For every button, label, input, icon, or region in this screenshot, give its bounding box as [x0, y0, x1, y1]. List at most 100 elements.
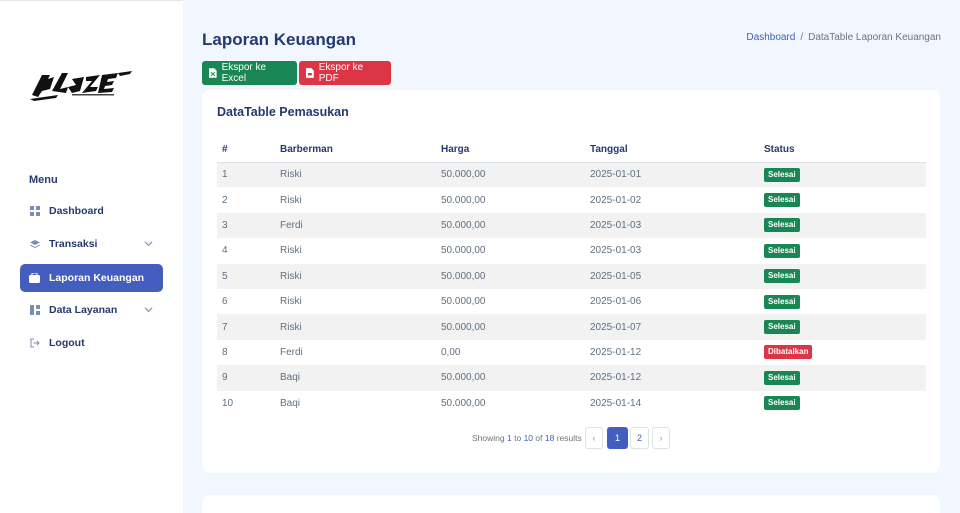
income-datatable-card: DataTable Pemasukan # Barberman Harga Ta… [202, 90, 940, 473]
breadcrumb: Dashboard / DataTable Laporan Keuangan [746, 32, 941, 43]
sidebar-item-label: Data Layanan [49, 304, 118, 316]
row-number: 10 [222, 397, 234, 409]
row-harga: 50.000,00 [436, 314, 585, 340]
table-row[interactable]: 2 Riski 50.000,00 2025-01-02 Selesai [217, 187, 926, 212]
table-row[interactable]: 4 Riski 50.000,00 2025-01-03 Selesai [217, 238, 926, 263]
menu-title: Menu [29, 174, 58, 186]
table-row[interactable]: 1 Riski 50.000,00 2025-01-01 Selesai [217, 162, 926, 188]
export-pdf-button[interactable]: Ekspor ke PDF [299, 61, 391, 85]
pagination-page-2[interactable]: 2 [630, 427, 649, 449]
row-barberman: Riski [275, 314, 436, 340]
row-status: Selesai [759, 238, 926, 263]
column-header-harga[interactable]: Harga [436, 138, 585, 163]
blaze-logo[interactable] [28, 65, 134, 107]
row-number: 2 [222, 194, 228, 206]
pagination-page-1[interactable]: 1 [607, 427, 628, 449]
row-barberman: Riski [280, 194, 302, 206]
row-status: Dibatalkan [759, 340, 926, 365]
row-tanggal: 2025-01-05 [585, 263, 759, 289]
column-header-barberman[interactable]: Barberman [275, 138, 436, 163]
row-number: 5 [217, 263, 275, 289]
row-status: Selesai [759, 212, 926, 239]
row-barberman: Riski [280, 296, 302, 308]
table-row[interactable]: 3 Ferdi 50.000,00 2025-01-03 Selesai [217, 212, 926, 239]
row-status: Selesai [759, 162, 926, 188]
row-number: 1 [217, 162, 275, 188]
row-harga: 0,00 [441, 346, 461, 358]
sidebar-item-label: Transaksi [49, 238, 98, 250]
sidebar-item-dashboard[interactable]: Dashboard [20, 197, 163, 225]
row-status: Selesai [759, 263, 926, 289]
pagination-prev-button[interactable]: ‹ [585, 427, 603, 449]
breadcrumb-dashboard-link[interactable]: Dashboard [746, 32, 796, 43]
sidebar-item-label: Dashboard [49, 205, 104, 217]
row-barberman: Ferdi [280, 346, 303, 358]
row-harga: 50.000,00 [436, 365, 585, 391]
row-number: 9 [217, 365, 275, 391]
layout-icon [29, 305, 40, 316]
column-header-tanggal[interactable]: Tanggal [585, 138, 759, 163]
grid-icon [29, 206, 40, 217]
pagination-info: Showing 1 to 10 of 18 results [472, 433, 582, 443]
table-header-row: # Barberman Harga Tanggal Status [217, 138, 926, 163]
row-status: Selesai [759, 391, 926, 416]
breadcrumb-separator: / [800, 32, 804, 43]
sidebar: Menu Dashboard Transaksi Laporan Keuanga… [0, 0, 183, 513]
income-table: # Barberman Harga Tanggal Status 1 Riski 5… [217, 138, 926, 416]
file-excel-icon [209, 68, 217, 78]
table-row[interactable]: 6 Riski 50.000,00 2025-01-06 Selesai [217, 289, 926, 314]
table-row[interactable]: 9 Baqi 50.000,00 2025-01-12 Selesai [217, 365, 926, 391]
breadcrumb-current: DataTable Laporan Keuangan [808, 32, 941, 43]
row-status: Selesai [759, 289, 926, 314]
row-status: Selesai [759, 365, 926, 391]
row-harga: 50.000,00 [436, 212, 585, 239]
row-barberman: Baqi [275, 365, 436, 391]
row-number: 4 [222, 245, 228, 257]
file-pdf-icon [306, 68, 314, 78]
row-tanggal: 2025-01-12 [585, 365, 759, 391]
sidebar-item-label: Logout [49, 337, 85, 349]
row-harga: 50.000,00 [441, 194, 486, 206]
table-row[interactable]: 8 Ferdi 0,00 2025-01-12 Dibatalkan [217, 340, 926, 365]
status-badge: Selesai [764, 320, 800, 335]
row-tanggal: 2025-01-07 [585, 314, 759, 340]
pagination-next-button[interactable]: › [652, 427, 670, 449]
row-barberman: Ferdi [275, 212, 436, 239]
status-badge: Selesai [764, 218, 800, 233]
row-tanggal: 2025-01-02 [590, 194, 642, 206]
status-badge: Selesai [764, 193, 800, 208]
row-tanggal: 2025-01-12 [590, 346, 642, 358]
table-row[interactable]: 5 Riski 50.000,00 2025-01-05 Selesai [217, 263, 926, 289]
row-barberman: Riski [275, 162, 436, 188]
row-harga: 50.000,00 [441, 397, 486, 409]
row-number: 8 [222, 346, 228, 358]
wallet-icon [29, 273, 40, 284]
sidebar-item-transaksi[interactable]: Transaksi [20, 230, 163, 258]
row-tanggal: 2025-01-06 [590, 296, 642, 308]
row-harga: 50.000,00 [436, 162, 585, 188]
sidebar-item-logout[interactable]: Logout [20, 329, 163, 357]
status-badge: Selesai [764, 396, 800, 411]
column-header-number[interactable]: # [217, 138, 275, 163]
sidebar-item-laporan-keuangan[interactable]: Laporan Keuangan [20, 264, 163, 292]
secondary-card [202, 495, 940, 513]
row-tanggal: 2025-01-03 [590, 245, 642, 257]
card-title: DataTable Pemasukan [217, 105, 349, 119]
logout-icon [29, 338, 40, 349]
table-row[interactable]: 7 Riski 50.000,00 2025-01-07 Selesai [217, 314, 926, 340]
row-number: 3 [217, 212, 275, 239]
row-tanggal: 2025-01-01 [585, 162, 759, 188]
row-barberman: Riski [280, 245, 302, 257]
export-excel-button[interactable]: Ekspor ke Excel [202, 61, 297, 85]
row-tanggal: 2025-01-14 [590, 397, 642, 409]
row-harga: 50.000,00 [436, 263, 585, 289]
row-number: 6 [222, 296, 228, 308]
column-header-status[interactable]: Status [759, 138, 926, 163]
row-status: Selesai [759, 187, 926, 212]
status-badge: Selesai [764, 167, 800, 182]
table-row[interactable]: 10 Baqi 50.000,00 2025-01-14 Selesai [217, 391, 926, 416]
export-excel-label: Ekspor ke Excel [221, 62, 267, 84]
sidebar-item-data-layanan[interactable]: Data Layanan [20, 296, 163, 324]
row-barberman: Baqi [280, 397, 301, 409]
status-badge: Selesai [764, 243, 800, 258]
